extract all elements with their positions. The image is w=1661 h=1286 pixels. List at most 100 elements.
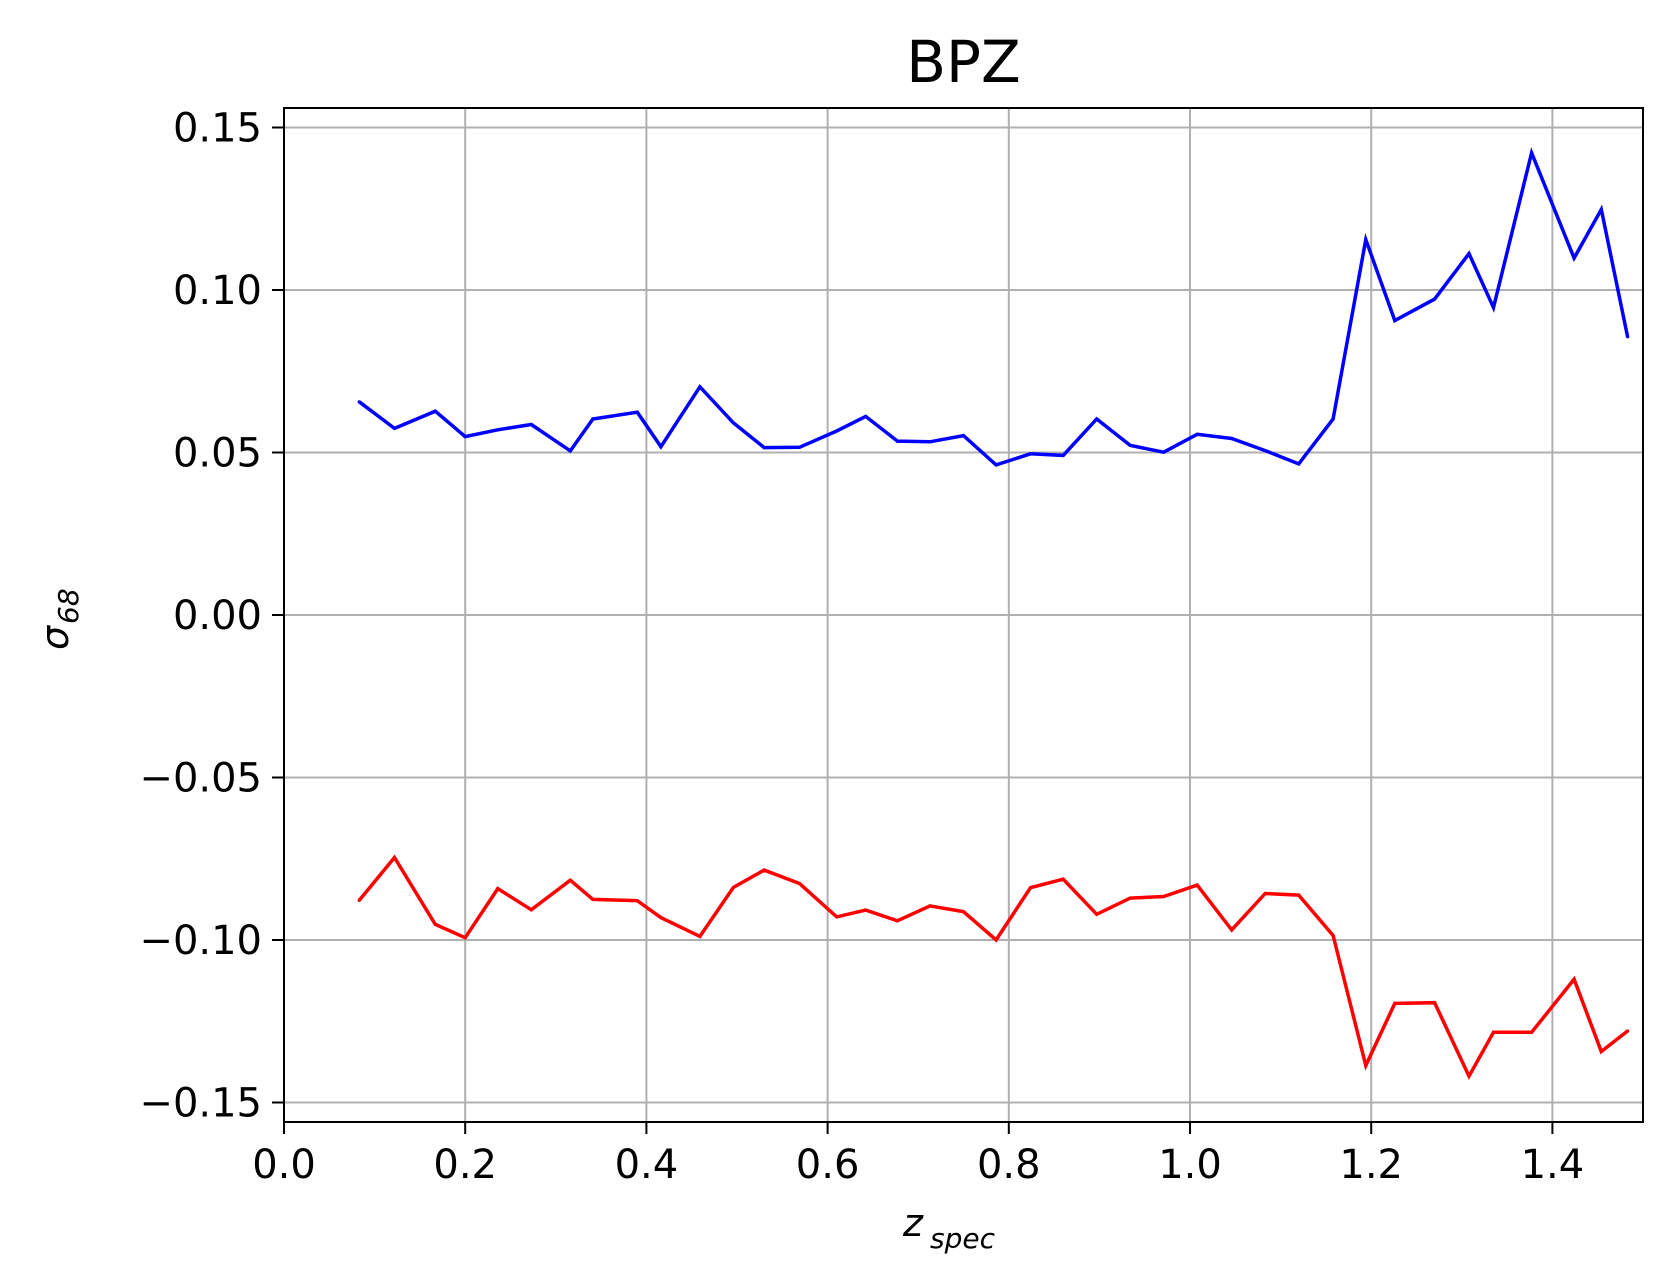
series-1-point [463,435,467,439]
series-2-point [1572,977,1576,981]
series-2-point [864,908,868,912]
series-1-point [635,410,639,414]
series-1-point [1467,252,1471,256]
x-tick-label: 0.6 [796,1142,860,1188]
series-1-point [392,426,397,430]
series-2-point [1491,1030,1496,1034]
series-2-point [1467,1074,1471,1078]
x-tick-label: 1.2 [1339,1142,1403,1188]
series-2-point [1061,877,1065,881]
y-tick-label: 0.10 [173,268,262,314]
series-2-point [1364,1063,1368,1068]
series-2-point [635,899,639,903]
x-tick-label: 1.4 [1521,1142,1585,1188]
series-2-point [835,915,839,919]
x-tick-label: 0.8 [977,1142,1041,1188]
series-1-point [698,385,702,389]
x-axis-label-main: z [902,1201,924,1245]
series-2-point [463,936,467,940]
series-2-point [496,887,500,891]
series-1-point [1599,207,1603,211]
series-1-point [1491,306,1496,310]
series-1-point [864,414,868,418]
series-2-point [895,919,900,923]
y-tick-label: 0.00 [173,593,262,639]
y-axis-label-main: σ [33,624,77,650]
series-1-point [1230,436,1234,441]
series-1-point [1263,449,1267,453]
series-1-point [1095,417,1099,421]
x-tick-label: 0.0 [252,1142,316,1188]
series-2-point [1530,1030,1534,1034]
series-1-point [895,439,900,443]
series-2-point [1195,883,1199,887]
series-2-point [1028,886,1033,890]
y-tick-label: 0.05 [173,431,262,477]
series-1-point [659,445,663,449]
series-1-point [1061,453,1065,457]
series-2-point [1263,891,1267,896]
x-axis-label-subscript: spec [930,1222,996,1255]
series-2-point [1393,1001,1397,1006]
series-2-point [1128,896,1132,900]
series-2-point [1095,912,1099,916]
series-2-point [1331,933,1335,938]
x-tick-label: 0.2 [433,1142,497,1188]
series-2-point [1297,893,1301,897]
series-2-point [762,868,766,872]
series-2-point [659,916,663,920]
series-1-point [1393,319,1397,323]
chart-title: BPZ [906,28,1021,96]
series-2-point [392,855,397,860]
series-group [357,147,1630,1081]
series-1-point [1297,462,1301,466]
x-tick-label: 0.4 [615,1142,679,1188]
series-2-point [797,881,802,886]
series-1-point [994,463,998,467]
y-tick-label: −0.15 [139,1081,262,1127]
series-1-point [1433,297,1437,301]
series-1-point [1530,151,1534,155]
series-1-point [1572,256,1576,260]
series-1-point [1626,335,1630,339]
series-1-point [1128,443,1132,447]
series-1-point [928,440,932,444]
series-2-point [928,904,932,908]
series-1-point [835,429,839,433]
series-1-point [762,446,766,450]
series-1-point [797,445,802,449]
series-1-point [496,428,500,432]
series-2-point [731,885,736,890]
series-2-point [994,938,998,942]
series-1-point [357,400,361,404]
series-1-point [591,417,595,421]
series-1-point [731,421,736,425]
series-2-point [357,898,361,903]
x-tick-label: 1.0 [1158,1142,1222,1188]
series-1-point [529,422,533,427]
series-1-point [1195,432,1199,436]
series-2-point [1433,1001,1437,1005]
series-2-point [1230,928,1234,932]
grid [283,108,1643,1122]
series-2-point [698,934,702,939]
series-2-point [568,878,572,882]
series-2-point [961,910,966,914]
y-tick-label: −0.10 [139,918,262,964]
series-2-point [529,908,533,912]
series-2-point [1162,894,1166,899]
series-1-point [433,409,437,413]
series-2-point [433,922,437,927]
series-1-point [961,434,966,438]
y-tick-label: −0.05 [139,756,262,802]
series-1-point [1331,417,1335,421]
y-axis-label-subscript: 68 [52,588,85,624]
series-1-point [1364,238,1368,242]
series-2-point [591,897,595,902]
series-1-point [1028,452,1033,456]
ticks: 0.0 0.2 0.4 0.6 0.8 1.0 1.2 1.4 0.15 0.10 0.05 0.00… [139,106,1584,1189]
series-1-point [1162,450,1166,454]
x-axis-label: z spec [902,1201,996,1255]
series-2-point [1599,1049,1603,1054]
